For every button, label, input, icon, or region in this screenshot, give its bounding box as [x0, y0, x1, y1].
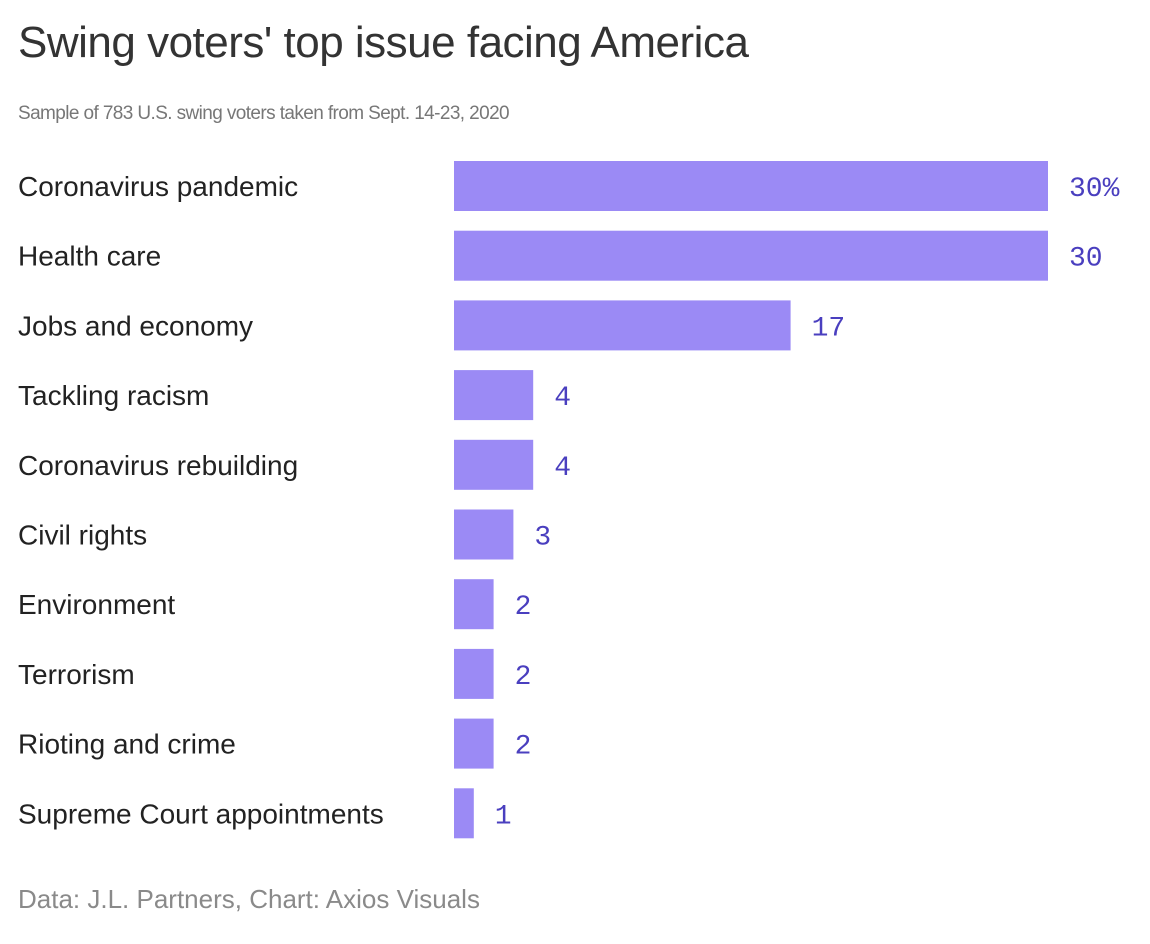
bar-group: Civil rights 3 [18, 509, 551, 560]
category-label: Tackling racism [18, 380, 209, 411]
bar [454, 161, 1048, 211]
chart-source: Data: J.L. Partners, Chart: Axios Visual… [18, 884, 480, 914]
category-label: Health care [18, 241, 161, 272]
bar-group: Terrorism 2 [18, 648, 532, 699]
bar-group: Coronavirus pandemic 30% [18, 161, 1120, 211]
chart-title: Swing voters' top issue facing America [18, 18, 749, 67]
bar-group: Tackling racism 4 [18, 370, 571, 421]
bar-group: Coronavirus rebuilding 4 [18, 439, 571, 490]
bar [454, 579, 494, 630]
bar-group: Jobs and economy 17 [18, 300, 846, 351]
value-label: 17 [812, 313, 846, 344]
bar [454, 788, 474, 839]
value-label: 30 [1069, 244, 1103, 275]
bar [454, 648, 494, 699]
category-label: Environment [18, 589, 175, 620]
bar [454, 230, 1048, 281]
bar [454, 439, 534, 490]
value-label: 1 [495, 801, 512, 832]
chart-subtitle: Sample of 783 U.S. swing voters taken fr… [18, 103, 510, 124]
bar-group: Environment 2 [18, 579, 532, 630]
category-label: Terrorism [18, 659, 135, 690]
category-label: Jobs and economy [18, 310, 253, 341]
value-label: 4 [554, 383, 571, 414]
bar [454, 718, 494, 769]
bar-group: Health care 30 [18, 230, 1103, 281]
value-label: 2 [515, 662, 532, 693]
category-label: Civil rights [18, 520, 147, 551]
category-label: Coronavirus pandemic [18, 171, 298, 202]
bar [454, 300, 791, 351]
bar [454, 370, 534, 421]
bar [454, 509, 514, 560]
value-label: 3 [534, 523, 551, 554]
category-label: Rioting and crime [18, 729, 236, 760]
category-label: Supreme Court appointments [18, 798, 384, 829]
bar-group: Rioting and crime 2 [18, 718, 532, 769]
category-label: Coronavirus rebuilding [18, 450, 298, 481]
bar-group: Supreme Court appointments 1 [18, 788, 512, 839]
value-label: 2 [515, 732, 532, 763]
value-label: 4 [554, 453, 571, 484]
value-label: 2 [515, 592, 532, 623]
value-label: 30% [1069, 174, 1120, 205]
